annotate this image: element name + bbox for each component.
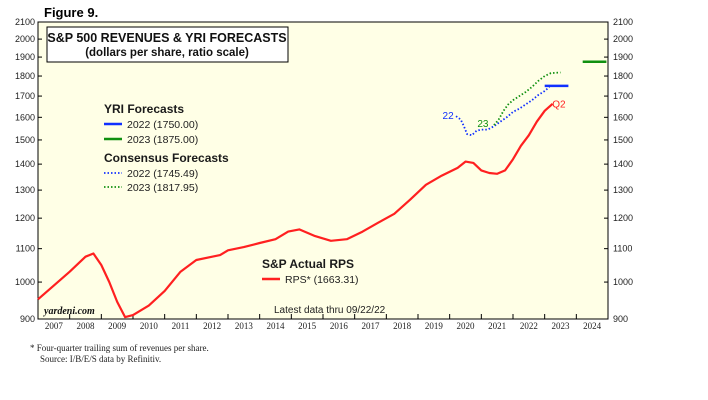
y-tick-label-left-3: 1200 <box>15 213 35 223</box>
legend-heading-consensus: Consensus Forecasts <box>104 151 229 165</box>
x-tick-label-2015: 2015 <box>298 321 317 331</box>
y-tick-label-right-0: 900 <box>613 314 628 324</box>
latest-data-note: Latest data thru 09/22/22 <box>274 305 386 316</box>
y-tick-label-left-9: 1800 <box>15 71 35 81</box>
x-tick-label-2008: 2008 <box>77 321 96 331</box>
annotation-q2: Q2 <box>552 99 566 110</box>
chart-subtitle: (dollars per share, ratio scale) <box>85 47 249 59</box>
x-tick-label-2020: 2020 <box>457 321 476 331</box>
y-axis-right: 900 1000 1100 1200 1300 1400 1500 1600 1700 1800 1… <box>604 17 633 324</box>
annotation-23: 23 <box>477 119 489 130</box>
x-tick-label-2019: 2019 <box>425 321 444 331</box>
series-consensus-2022 <box>455 86 550 137</box>
series-actual-rps <box>37 102 554 319</box>
y-tick-label-right-12: 2100 <box>613 17 633 27</box>
y-tick-label-left-5: 1400 <box>15 159 35 169</box>
x-tick-label-2018: 2018 <box>393 321 412 331</box>
y-tick-label-left-1: 1000 <box>15 277 35 287</box>
x-tick-label-2017: 2017 <box>362 321 381 331</box>
y-tick-label-left-11: 2000 <box>15 34 35 44</box>
y-tick-label-left-0: 900 <box>20 314 35 324</box>
x-tick-label-2011: 2011 <box>172 321 190 331</box>
figure-label: Figure 9. <box>44 5 99 20</box>
x-tick-label-2012: 2012 <box>203 321 221 331</box>
x-tick-label-2014: 2014 <box>267 321 286 331</box>
y-tick-label-left-8: 1700 <box>15 91 35 101</box>
y-tick-label-right-9: 1800 <box>613 71 633 81</box>
legend-label-yri-2022: 2022 (1750.00) <box>127 119 198 131</box>
y-axis-left: 900 1000 1100 1200 1300 1400 1500 1600 1700 1800 1… <box>15 17 42 324</box>
series-consensus-2023 <box>493 71 561 126</box>
x-tick-label-2016: 2016 <box>330 321 349 331</box>
x-tick-label-2024: 2024 <box>583 321 602 331</box>
legend-label-yri-2023: 2023 (1875.00) <box>127 134 198 146</box>
y-tick-label-left-6: 1500 <box>15 135 35 145</box>
series-group <box>37 60 607 319</box>
y-tick-label-right-8: 1700 <box>613 91 633 101</box>
y-tick-label-right-2: 1100 <box>613 244 632 254</box>
y-tick-label-right-4: 1300 <box>613 185 633 195</box>
legend-label-consensus-2023: 2023 (1817.95) <box>127 182 198 194</box>
x-tick-label-2013: 2013 <box>235 321 254 331</box>
chart: 900 1000 1100 1200 1300 1400 1500 1600 1700 1800 1… <box>15 17 633 331</box>
plot-area <box>37 21 609 320</box>
annotation-22: 22 <box>443 111 455 122</box>
x-tick-label-2009: 2009 <box>108 321 127 331</box>
y-tick-label-right-11: 2000 <box>613 34 633 44</box>
x-tick-label-2021: 2021 <box>488 321 506 331</box>
y-tick-label-right-6: 1500 <box>613 135 633 145</box>
footnote-line-2: Source: I/B/E/S data by Refinitiv. <box>40 354 162 364</box>
x-tick-label-2010: 2010 <box>140 321 159 331</box>
footnote-line-1: * Four-quarter trailing sum of revenues … <box>30 343 209 353</box>
y-tick-label-left-10: 1900 <box>15 52 35 62</box>
y-tick-label-left-2: 1100 <box>16 244 35 254</box>
y-tick-label-right-5: 1400 <box>613 159 633 169</box>
y-tick-label-right-3: 1200 <box>613 213 633 223</box>
x-tick-label-2007: 2007 <box>45 321 64 331</box>
annotations: 22 23 Q2 <box>443 99 567 130</box>
x-axis: 2007 2008 2009 2010 2011 2012 2013 2014 2015 2016… <box>37 314 609 331</box>
y-tick-label-right-10: 1900 <box>613 52 633 62</box>
y-tick-label-right-1: 1000 <box>613 277 633 287</box>
x-tick-label-2023: 2023 <box>552 321 571 331</box>
chart-title: S&P 500 REVENUES & YRI FORECASTS <box>47 31 286 45</box>
footnote: * Four-quarter trailing sum of revenues … <box>30 343 209 365</box>
legend-heading-yri: YRI Forecasts <box>104 102 184 116</box>
source-mark: yardeni.com <box>43 306 95 317</box>
title-box: S&P 500 REVENUES & YRI FORECASTS (dollar… <box>46 26 289 63</box>
y-tick-label-left-12: 2100 <box>15 17 35 27</box>
y-tick-label-left-7: 1600 <box>15 112 35 122</box>
x-tick-label-2022: 2022 <box>520 321 538 331</box>
legend-heading-actual: S&P Actual RPS <box>262 257 354 271</box>
legend-label-consensus-2022: 2022 (1745.49) <box>127 168 198 180</box>
y-tick-label-left-4: 1300 <box>15 185 35 195</box>
legend-label-actual: RPS* (1663.31) <box>285 274 359 286</box>
y-tick-label-right-7: 1600 <box>613 112 633 122</box>
